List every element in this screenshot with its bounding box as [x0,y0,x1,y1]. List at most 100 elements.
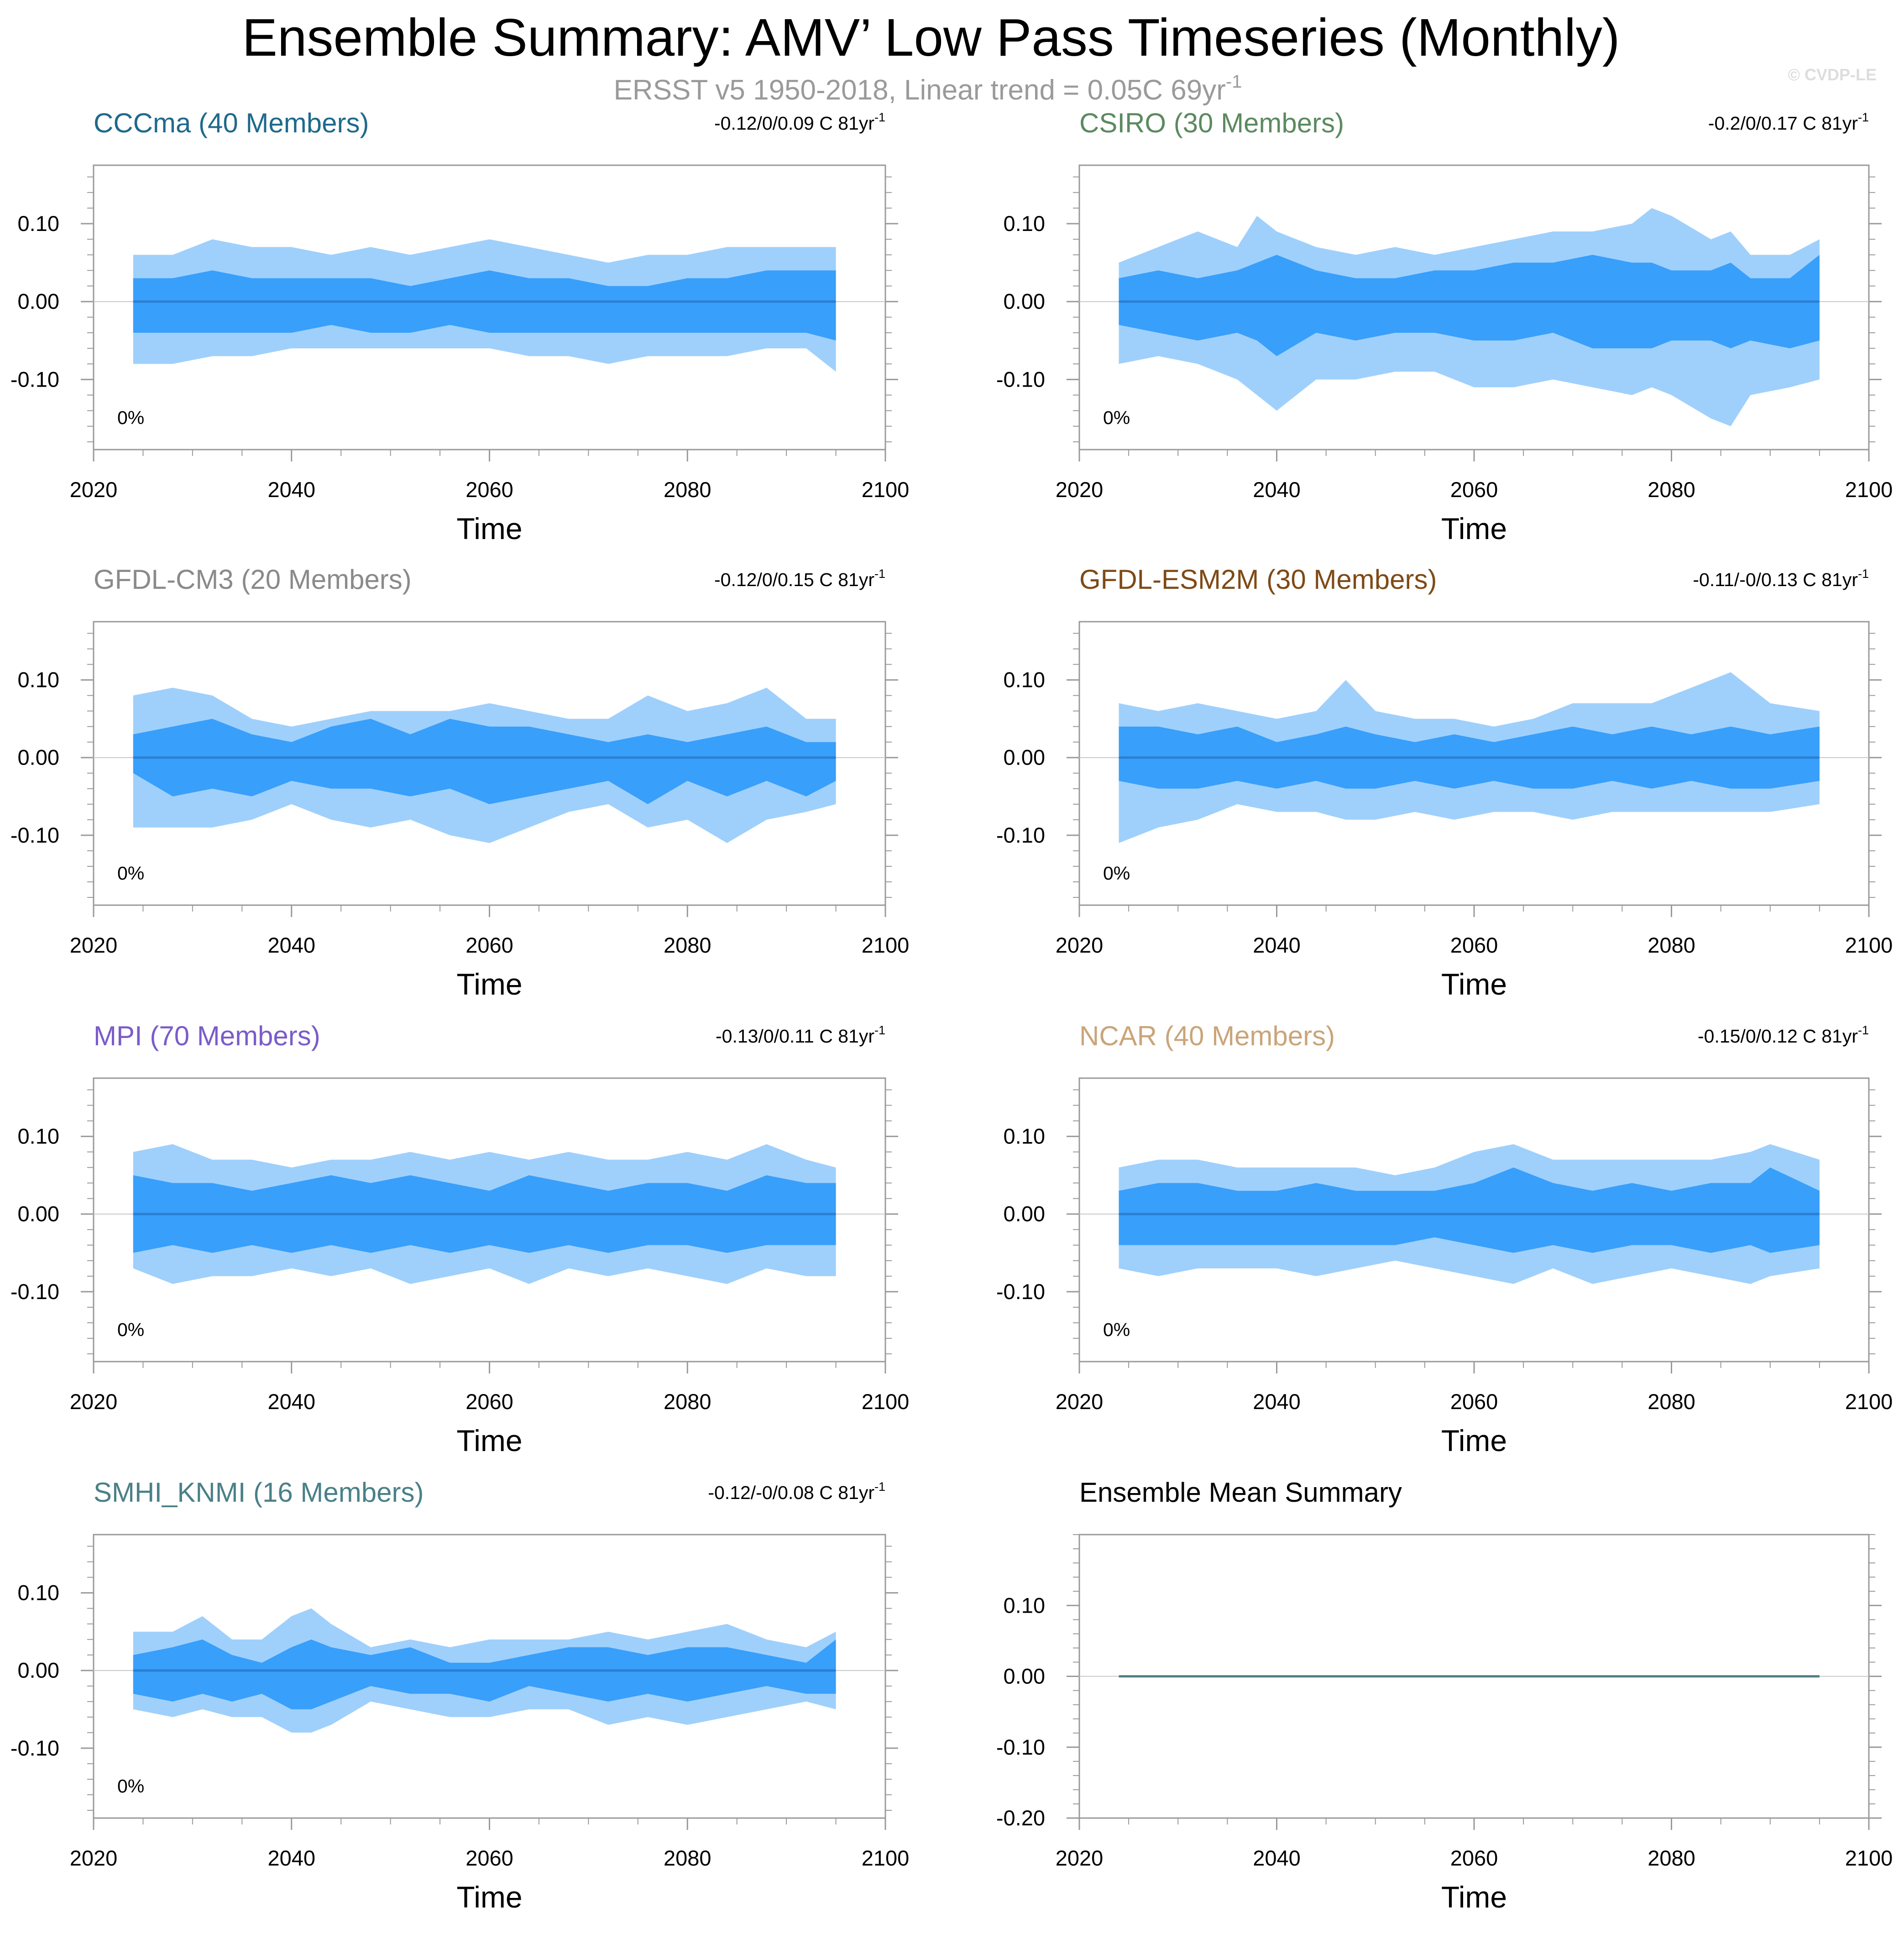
inner-range-band [133,718,836,804]
y-tick-label: -0.10 [996,1735,1045,1759]
x-tick-label: 2080 [664,1846,711,1870]
y-tick-label: -0.10 [996,367,1045,391]
panel-grid: CCCma (40 Members) -0.12/0/0.09 C 81yr-1 0… [10,108,1893,1914]
chart-panel-gfdl-esm2m: GFDL-ESM2M (30 Members) -0.11/-0/0.13 C 8… [996,564,1893,1001]
y-tick-label: 0.10 [1004,1593,1045,1617]
x-tick-label: 2080 [1648,933,1695,957]
panel-stat-label: -0.12/0/0.15 C 81yr-1 [714,567,885,590]
panel-stat-label: -0.15/0/0.12 C 81yr-1 [1698,1023,1869,1047]
chart-panel-csiro: CSIRO (30 Members) -0.2/0/0.17 C 81yr-1 0.… [996,108,1893,545]
percent-label: 0% [1103,863,1130,884]
panel-stat-superscript: -1 [1858,1023,1869,1037]
x-axis-label: Time [456,1880,522,1914]
percent-label: 0% [117,1776,144,1797]
x-tick-label: 2100 [862,477,910,502]
x-tick-label: 2040 [1253,1389,1301,1414]
x-tick-label: 2060 [466,477,513,502]
y-tick-label: 0.00 [1004,289,1045,314]
y-tick-label: -0.10 [10,823,59,847]
x-tick-label: 2080 [664,933,711,957]
y-tick-label: 0.00 [1004,1664,1045,1688]
x-axis-label: Time [1441,1424,1507,1457]
chart-panel-mpi: MPI (70 Members) -0.13/0/0.11 C 81yr-1 0.1… [10,1021,909,1457]
chart-panel-gfdl-cm3: GFDL-CM3 (20 Members) -0.12/0/0.15 C 81yr… [10,564,909,1001]
y-tick-label: 0.10 [18,668,59,692]
copyright-label: © CVDP-LE [1788,65,1877,84]
chart-panel-ensemble-mean: Ensemble Mean Summary 0.10 0.00 -0.10 -0.20 2… [996,1477,1893,1914]
percent-label: 0% [117,863,144,884]
panel-stat-superscript: -1 [874,567,885,581]
x-tick-label: 2060 [466,1389,513,1414]
y-tick-label: 0.00 [18,1658,59,1682]
figure-subtitle-superscript: -1 [1226,72,1242,92]
x-tick-label: 2080 [1648,1846,1695,1870]
inner-range-band [133,1639,836,1709]
chart-panel-smhi-knmi: SMHI_KNMI (16 Members) -0.12/-0/0.08 C 81… [10,1477,909,1914]
x-tick-label: 2040 [1253,1846,1301,1870]
panel-title: CCCma (40 Members) [94,108,369,138]
panel-title: CSIRO (30 Members) [1079,108,1344,138]
y-tick-label: 0.00 [18,745,59,770]
panel-stat-value: -0.12/0/0.15 C 81yr [714,569,874,590]
x-tick-label: 2040 [267,1846,315,1870]
inner-range-band [133,270,836,341]
x-axis-label: Time [456,967,522,1001]
x-tick-label: 2100 [862,1846,910,1870]
panel-title: GFDL-CM3 (20 Members) [94,564,412,595]
x-tick-label: 2040 [1253,933,1301,957]
y-tick-label: 0.10 [1004,1124,1045,1148]
x-tick-label: 2060 [466,933,513,957]
x-tick-label: 2060 [466,1846,513,1870]
panel-title: NCAR (40 Members) [1079,1021,1335,1051]
panel-stat-value: -0.13/0/0.11 C 81yr [716,1026,874,1047]
x-tick-label: 2040 [267,477,315,502]
x-tick-label: 2080 [1648,477,1695,502]
panel-title: GFDL-ESM2M (30 Members) [1079,564,1437,595]
panel-stat-value: -0.11/-0/0.13 C 81yr [1693,569,1858,590]
x-tick-label: 2080 [1648,1389,1695,1414]
panel-stat-value: -0.12/-0/0.08 C 81yr [708,1482,874,1503]
x-tick-label: 2060 [1450,1389,1498,1414]
y-tick-label: -0.20 [996,1806,1045,1830]
panel-title: SMHI_KNMI (16 Members) [94,1477,424,1508]
x-axis-label: Time [456,512,522,545]
x-tick-label: 2080 [664,1389,711,1414]
x-tick-label: 2100 [862,1389,910,1414]
x-tick-label: 2020 [1056,477,1104,502]
y-tick-label: -0.10 [10,1736,59,1760]
panel-stat-superscript: -1 [1858,110,1869,124]
figure-title: Ensemble Summary: AMV’ Low Pass Timeseri… [242,8,1620,67]
x-tick-label: 2080 [664,477,711,502]
panel-stat-superscript: -1 [874,1023,885,1037]
y-tick-label: 0.10 [18,1124,59,1148]
panel-stat-label: -0.12/-0/0.08 C 81yr-1 [708,1480,885,1503]
inner-range-band [1119,255,1820,356]
panel-stat-value: -0.2/0/0.17 C 81yr [1708,113,1858,134]
x-tick-label: 2100 [1845,1389,1893,1414]
panel-title: Ensemble Mean Summary [1079,1477,1402,1508]
y-tick-label: 0.00 [1004,745,1045,770]
panel-stat-value: -0.15/0/0.12 C 81yr [1698,1026,1858,1047]
panel-stat-superscript: -1 [874,1480,885,1494]
chart-panel-ncar: NCAR (40 Members) -0.15/0/0.12 C 81yr-1 0.… [996,1021,1893,1457]
x-axis-label: Time [456,1424,522,1457]
panel-stat-label: -0.12/0/0.09 C 81yr-1 [714,110,885,134]
percent-label: 0% [117,407,144,428]
x-tick-label: 2100 [1845,477,1893,502]
x-axis-label: Time [1441,1880,1507,1914]
x-tick-label: 2020 [1056,1846,1104,1870]
y-tick-label: -0.10 [996,1279,1045,1304]
y-tick-label: 0.10 [1004,211,1045,236]
x-tick-label: 2020 [70,933,118,957]
x-tick-label: 2020 [1056,1389,1104,1414]
y-tick-label: 0.00 [18,289,59,314]
x-tick-label: 2100 [1845,1846,1893,1870]
panel-stat-superscript: -1 [1858,567,1869,581]
panel-stat-label: -0.13/0/0.11 C 81yr-1 [716,1023,885,1047]
x-tick-label: 2060 [1450,477,1498,502]
x-tick-label: 2060 [1450,933,1498,957]
panel-stat-label: -0.11/-0/0.13 C 81yr-1 [1693,567,1869,590]
x-tick-label: 2040 [267,1389,315,1414]
x-tick-label: 2100 [862,933,910,957]
